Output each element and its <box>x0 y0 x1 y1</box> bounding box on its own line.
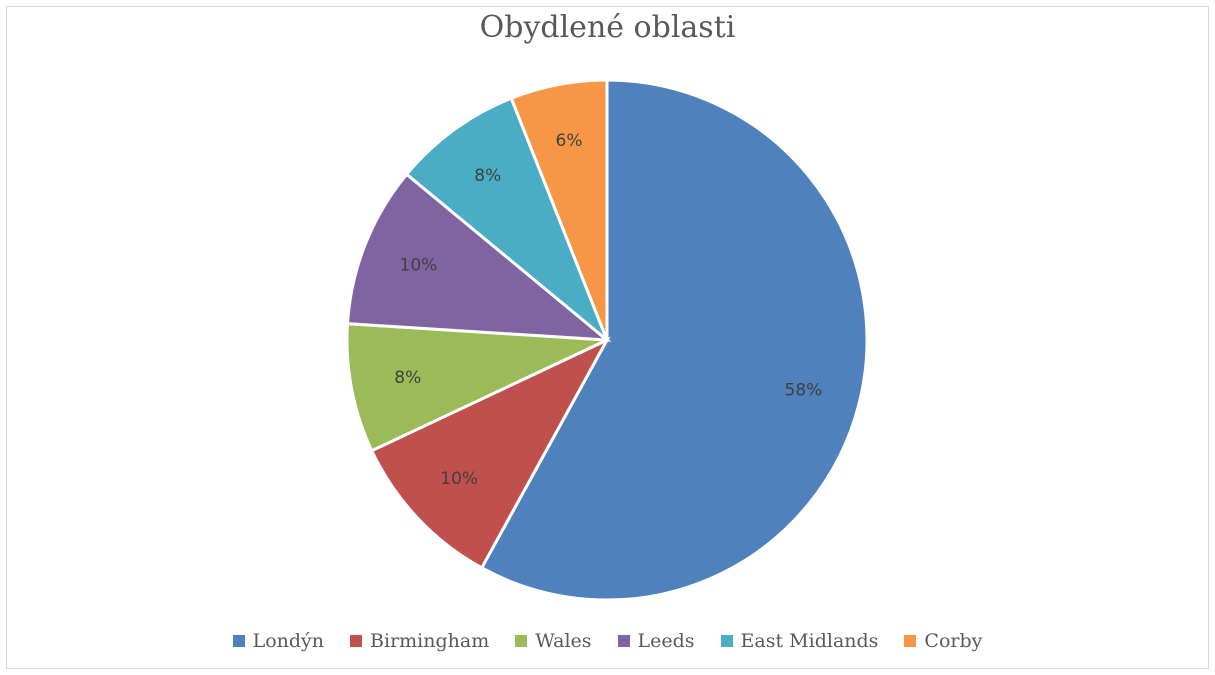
legend-swatch <box>350 635 363 647</box>
legend-swatch <box>720 635 733 647</box>
legend-swatch <box>515 635 528 647</box>
chart-title: Obydlené oblasti <box>479 10 736 45</box>
legend-label: Birmingham <box>370 630 490 652</box>
legend-label: Leeds <box>637 630 695 652</box>
legend-label: Wales <box>535 630 592 652</box>
data-label: 10% <box>440 469 478 489</box>
pie-slice-birmingham <box>369 336 611 570</box>
legend-swatch <box>232 635 245 647</box>
legend-label: Londýn <box>252 630 325 652</box>
data-label: 10% <box>400 255 438 275</box>
legend-swatch <box>904 635 917 647</box>
legend-item: Londýn <box>232 630 325 652</box>
pie-slice-leeds <box>345 172 612 342</box>
legend-item: Wales <box>515 630 592 652</box>
data-label: 58% <box>785 380 823 400</box>
chart-legend: Londýn Birmingham Wales Leeds East Midlands C… <box>0 630 1215 652</box>
legend-label: East Midlands <box>740 630 879 652</box>
pie-slice-corby <box>509 78 609 341</box>
data-label: 8% <box>474 166 501 186</box>
legend-item: East Midlands <box>720 630 879 652</box>
legend-swatch <box>617 635 630 647</box>
legend-item: Birmingham <box>350 630 489 652</box>
pie-slice-east-midlands <box>404 96 609 342</box>
data-label: 8% <box>394 368 421 388</box>
legend-item: Corby <box>904 630 982 652</box>
data-label: 6% <box>556 131 583 151</box>
pie-slice-wales <box>345 322 608 453</box>
legend-item: Leeds <box>617 630 695 652</box>
legend-label: Corby <box>924 630 983 652</box>
pie-slice-lond-n <box>479 78 869 602</box>
